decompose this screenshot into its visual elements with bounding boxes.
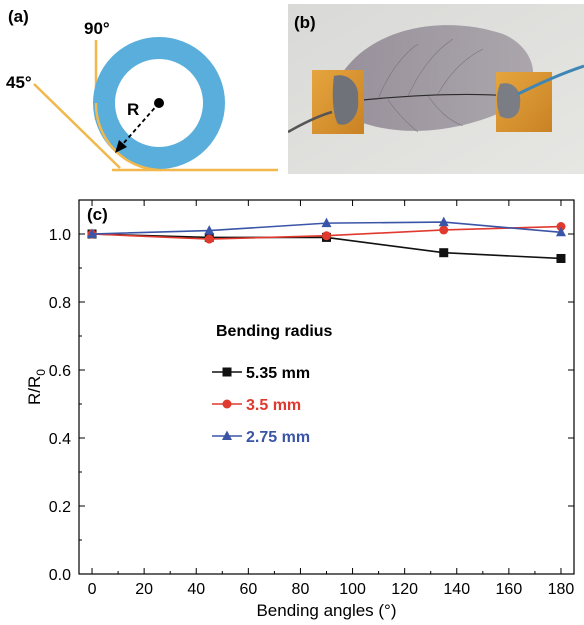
legend-marker-2 [222, 430, 232, 440]
data-point-2-2 [321, 217, 332, 228]
ring-tangent-arc [94, 102, 160, 172]
legend-title: Bending radius [216, 323, 333, 340]
panel-b-photo: (b) [288, 4, 584, 174]
y-tick-label: 1.0 [49, 227, 71, 244]
x-tick-label: 40 [187, 581, 205, 598]
x-axis-label: Bending angles (°) [256, 601, 396, 620]
x-tick-label: 60 [239, 581, 257, 598]
data-point-0-4 [556, 253, 566, 263]
legend-label-2: 2.75 mm [246, 429, 310, 446]
data-point-2-1 [204, 225, 215, 235]
x-tick-label: 140 [443, 581, 470, 598]
data-point-2-4 [555, 226, 566, 237]
data-point-1-2 [322, 231, 331, 241]
x-tick-label: 0 [88, 581, 97, 598]
radius-label: R [127, 100, 139, 119]
data-point-2-3 [438, 216, 449, 227]
x-tick-label: 100 [339, 581, 366, 598]
x-tick-label: 80 [292, 581, 310, 598]
right-silver-paste [497, 83, 521, 119]
left-wire [288, 110, 333, 134]
y-tick-label: 0.8 [49, 295, 71, 312]
data-point-2-0 [87, 228, 98, 238]
panel-b-label: (b) [294, 13, 316, 32]
radius-arrow-head [115, 140, 127, 153]
data-point-1-3 [439, 225, 449, 235]
legend-marker-1 [222, 399, 232, 409]
leaf-skeleton [328, 25, 534, 131]
legend-label-1: 3.5 mm [246, 397, 301, 414]
angle-45-label: 45° [6, 73, 32, 92]
radius-arrow-line [121, 102, 160, 146]
x-tick-label: 20 [135, 581, 153, 598]
panel-a-schematic: (a) 90° 45° R [6, 7, 278, 172]
y-tick-label: 0.0 [49, 567, 71, 584]
x-tick-label: 180 [548, 581, 575, 598]
panel-c-chart: (c)0 20 40 60 80 100 120 140 160 1800.00.20.40.60… [25, 199, 575, 620]
legend-marker-0 [222, 367, 232, 377]
data-point-0-3 [439, 248, 449, 258]
left-silver-paste [332, 75, 359, 125]
y-tick-label: 0.6 [49, 363, 71, 380]
right-wire [517, 64, 584, 96]
y-axis-label-sub: 0 [34, 369, 48, 376]
bending-ring [93, 37, 225, 169]
y-axis-label-main: R/R [25, 376, 44, 405]
diagonal-line-45 [33, 83, 121, 169]
y-tick-label: 0.2 [49, 499, 71, 516]
panel-c-label: (c) [87, 205, 108, 224]
data-point-1-1 [204, 234, 214, 244]
legend-label-0: 5.35 mm [246, 365, 310, 382]
x-tick-label: 160 [496, 581, 523, 598]
x-tick-label: 120 [391, 581, 418, 598]
panel-a-label: (a) [8, 7, 29, 26]
leaf-side-veins [377, 38, 484, 133]
y-axis-label: R/R0 [25, 369, 48, 405]
y-tick-label: 0.4 [49, 431, 71, 448]
angle-90-label: 90° [84, 19, 110, 38]
data-point-1-4 [556, 222, 566, 232]
